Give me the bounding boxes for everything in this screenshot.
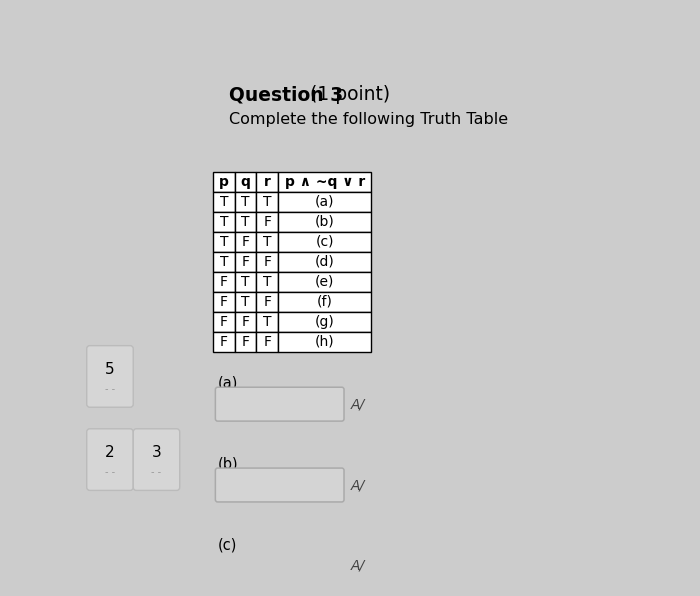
Text: (d): (d) [315,254,335,269]
Bar [234,272,256,291]
Text: F: F [220,275,228,288]
Text: (1 point): (1 point) [304,85,391,104]
Text: F: F [241,315,250,329]
Bar [278,332,371,352]
Text: Question 3: Question 3 [230,85,344,104]
Bar [256,212,278,232]
Text: A/: A/ [351,397,365,411]
Bar [213,252,234,272]
Text: T: T [263,275,272,288]
Text: F: F [220,295,228,309]
Bar [278,212,371,232]
Bar [256,252,278,272]
Text: F: F [263,295,272,309]
Bar [234,172,256,192]
Text: 5: 5 [105,362,115,377]
Text: (b): (b) [315,215,335,229]
Text: (b): (b) [218,457,238,471]
Text: (g): (g) [315,315,335,329]
Bar [234,252,256,272]
Text: (h): (h) [315,335,335,349]
Text: T: T [241,295,250,309]
Bar [213,192,234,212]
Bar [234,312,256,332]
Bar [234,332,256,352]
Bar [278,172,371,192]
Bar [278,272,371,291]
Bar [256,172,278,192]
Text: A/: A/ [351,478,365,492]
Bar [213,232,234,252]
Text: F: F [241,335,250,349]
Text: F: F [220,335,228,349]
FancyBboxPatch shape [216,549,344,583]
Bar [278,192,371,212]
Text: - -: - - [151,467,162,477]
Text: p ∧ ~q ∨ r: p ∧ ~q ∨ r [284,175,365,188]
Text: T: T [241,275,250,288]
Bar [256,232,278,252]
Bar [234,232,256,252]
Bar [213,332,234,352]
Text: (a): (a) [218,375,238,390]
FancyBboxPatch shape [216,387,344,421]
Bar [213,212,234,232]
Text: 3: 3 [152,445,162,461]
Text: A/: A/ [351,559,365,573]
Text: T: T [241,215,250,229]
Bar [278,291,371,312]
Text: Complete the following Truth Table: Complete the following Truth Table [230,111,508,126]
Bar [256,312,278,332]
Text: (c): (c) [316,235,334,249]
Bar [256,332,278,352]
Text: T: T [263,315,272,329]
Bar [278,232,371,252]
Text: (f): (f) [316,295,332,309]
Bar [213,291,234,312]
Text: T: T [220,235,228,249]
Text: (a): (a) [315,195,335,209]
Text: T: T [220,215,228,229]
Bar [234,192,256,212]
Text: F: F [220,315,228,329]
Text: 2: 2 [105,445,115,461]
Text: (c): (c) [218,538,237,552]
Text: T: T [241,195,250,209]
Bar [234,212,256,232]
Text: T: T [263,235,272,249]
FancyBboxPatch shape [87,346,133,407]
Bar [213,272,234,291]
Bar [256,291,278,312]
Bar [256,272,278,291]
Text: q: q [241,175,251,188]
Bar [234,291,256,312]
Text: T: T [220,195,228,209]
Bar [278,252,371,272]
Bar [213,312,234,332]
Text: F: F [263,254,272,269]
Text: T: T [263,195,272,209]
Text: F: F [241,254,250,269]
Bar [278,312,371,332]
Text: (e): (e) [315,275,335,288]
Text: F: F [263,335,272,349]
Text: T: T [220,254,228,269]
Text: - -: - - [105,384,115,393]
Bar [213,172,234,192]
FancyBboxPatch shape [216,468,344,502]
Text: r: r [264,175,271,188]
FancyBboxPatch shape [87,429,133,491]
Text: p: p [219,175,229,188]
Text: - -: - - [105,467,115,477]
FancyBboxPatch shape [133,429,180,491]
Bar [256,192,278,212]
Text: F: F [241,235,250,249]
Text: F: F [263,215,272,229]
